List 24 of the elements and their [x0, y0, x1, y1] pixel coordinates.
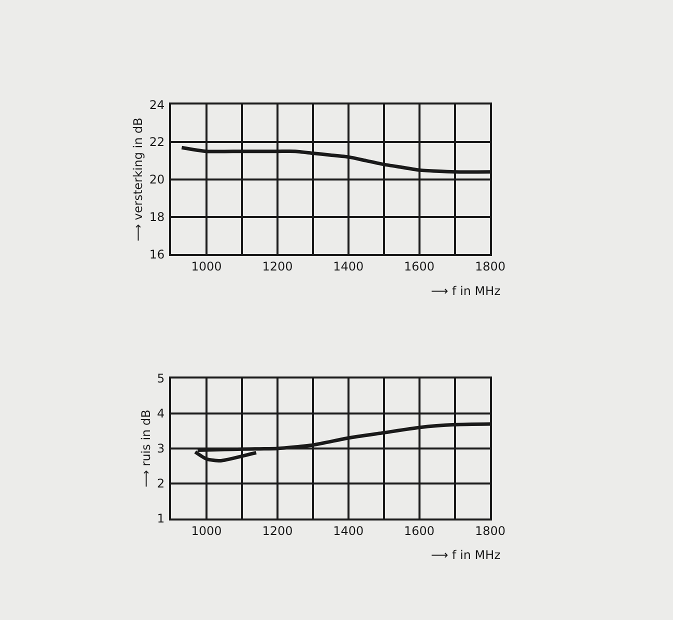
y-tick-label: 18	[149, 210, 165, 224]
x-tick-label: 1200	[262, 260, 293, 274]
y-tick-label: 1	[157, 512, 165, 526]
y-tick-label: 22	[149, 135, 165, 150]
x-tick-label: 1000	[191, 524, 222, 538]
x-axis-title: ⟶ f in MHz	[431, 548, 500, 562]
y-tick-label: 24	[149, 98, 165, 112]
y-tick-label: 5	[157, 372, 165, 386]
x-axis-title: ⟶ f in MHz	[431, 284, 500, 298]
y-axis-title: ⟶ ruis in dB	[138, 410, 153, 488]
x-tick-label: 1200	[262, 524, 293, 538]
x-tick-label: 1800	[474, 524, 506, 538]
y-tick-label: 2	[157, 476, 165, 491]
x-tick-label: 1800	[474, 260, 506, 274]
x-tick-label: 1400	[333, 260, 364, 274]
x-tick-label: 1400	[333, 524, 364, 538]
x-tick-label: 1600	[404, 260, 435, 274]
x-tick-label: 1600	[404, 524, 435, 538]
y-tick-label: 4	[157, 406, 165, 421]
y-tick-label: 20	[149, 172, 165, 187]
y-tick-label: 16	[149, 247, 165, 262]
y-axis-title: ⟶ versterking in dB	[131, 118, 146, 242]
x-tick-label: 1000	[191, 260, 222, 274]
y-tick-label: 3	[157, 442, 165, 456]
